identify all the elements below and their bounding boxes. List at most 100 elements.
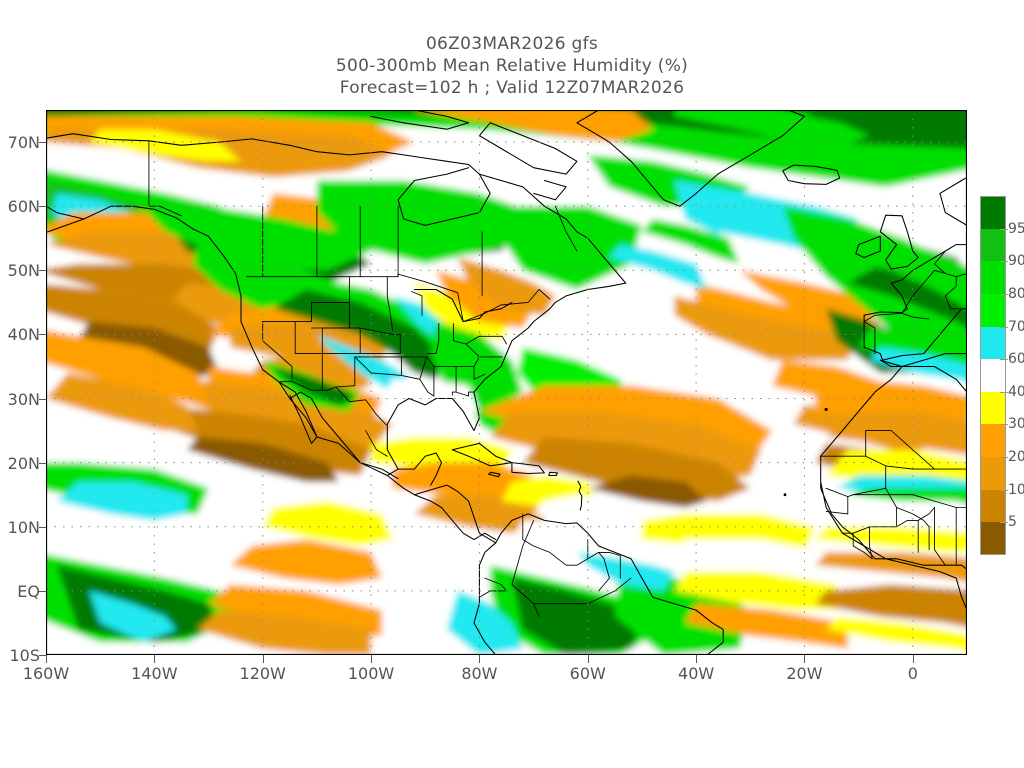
political-border (359, 333, 401, 355)
x-tick-mark (479, 655, 481, 663)
political-border (869, 507, 898, 560)
coastline (46, 218, 85, 233)
humidity-contour (739, 270, 892, 322)
colorbar-tick-mark (1000, 228, 1008, 230)
humidity-contour (815, 584, 967, 628)
colorbar-band (980, 326, 1006, 360)
colorbar-tick-mark (1000, 359, 1008, 361)
political-border (587, 551, 610, 592)
coastline (577, 480, 583, 511)
political-border (863, 321, 876, 355)
political-border (852, 494, 967, 508)
humidity-contour (501, 206, 642, 290)
colorbar-tick-mark (1000, 326, 1008, 328)
humidity-contour (674, 571, 837, 611)
political-border (452, 323, 467, 345)
humidity-contour (815, 501, 967, 527)
humidity-contour (414, 494, 545, 534)
colorbar-band (980, 424, 1006, 457)
x-tick-mark (371, 655, 373, 663)
x-tick-label: 0 (907, 664, 918, 683)
y-tick-mark (39, 206, 46, 208)
humidity-contour (273, 366, 355, 405)
humidity-contour (414, 110, 653, 143)
coastline (855, 235, 881, 259)
coastline (863, 192, 967, 361)
colorbar-band (980, 489, 1006, 523)
coastline (207, 235, 497, 544)
y-tick-label: 60N (7, 197, 40, 217)
colorbar (980, 196, 1006, 555)
political-border (598, 551, 621, 579)
political-border (386, 276, 394, 332)
island-marker (824, 407, 828, 412)
political-border (294, 321, 323, 391)
coastline-layer (46, 110, 967, 655)
title-line-variable: 500-300mb Mean Relative Humidity (%) (335, 56, 689, 76)
humidity-contour (685, 603, 848, 649)
x-tick-label: 160W (22, 664, 70, 683)
humidity-contour (522, 437, 751, 502)
humidity-contour (869, 347, 967, 383)
y-tick-mark (39, 462, 46, 464)
coastline (820, 365, 903, 457)
political-border (348, 301, 397, 335)
coastline (879, 353, 967, 393)
political-border (262, 276, 350, 323)
plot-frame (46, 110, 967, 655)
coastline (478, 122, 578, 175)
humidity-contour (414, 283, 512, 341)
x-tick-mark (912, 655, 914, 663)
coastline (548, 471, 558, 477)
humidity-contour (56, 565, 220, 643)
y-tick-mark (39, 334, 46, 336)
colorbar-tick-label: 5 (1008, 514, 1017, 531)
chart-title-block: 06Z03MAR2026 gfs 500-300mb Mean Relative… (0, 33, 1024, 99)
x-tick-mark (262, 655, 264, 663)
humidity-contour (392, 462, 534, 502)
political-border (465, 335, 507, 358)
colorbar-tick-mark (1000, 457, 1008, 459)
colorbar-band (980, 293, 1006, 327)
political-border (885, 487, 930, 528)
colorbar-tick-label: 80 (1008, 285, 1024, 302)
humidity-field (46, 110, 967, 655)
humidity-contour (316, 334, 415, 393)
coastline (576, 110, 806, 207)
y-tick-label: 70N (7, 133, 40, 153)
y-tick-mark (39, 398, 46, 400)
humidity-contour (446, 590, 523, 655)
map-plot-area (46, 110, 967, 655)
political-border (455, 366, 486, 380)
coastline (511, 462, 545, 475)
colorbar-tick-label: 60 (1008, 351, 1024, 368)
humidity-contour (208, 584, 382, 636)
coastline (478, 173, 627, 284)
humidity-contour (154, 404, 372, 476)
humidity-map-svg (46, 110, 967, 655)
coastline (289, 391, 399, 480)
x-tick-mark (46, 655, 47, 663)
x-tick-label: 40W (678, 664, 715, 683)
political-border (820, 455, 887, 498)
y-tick-mark (39, 142, 46, 144)
humidity-contour (251, 353, 372, 393)
colorbar-tick-label: 70 (1008, 318, 1024, 335)
humidity-contour (815, 552, 967, 583)
y-tick-mark (39, 655, 46, 656)
humidity-contour (609, 244, 707, 290)
political-border (554, 205, 578, 252)
coastline (148, 138, 480, 175)
humidity-contour (587, 295, 686, 341)
x-tick-mark (587, 655, 589, 663)
y-tick-label: 50N (7, 261, 40, 281)
coastline (413, 494, 497, 541)
colorbar-tick-label: 20 (1008, 449, 1024, 466)
colorbar-tick-mark (1000, 261, 1008, 263)
political-border (335, 356, 356, 388)
coastline (495, 513, 724, 655)
x-tick-label: 80W (461, 664, 498, 683)
humidity-contour (804, 110, 967, 147)
political-border (399, 356, 428, 380)
coastline (386, 282, 627, 432)
